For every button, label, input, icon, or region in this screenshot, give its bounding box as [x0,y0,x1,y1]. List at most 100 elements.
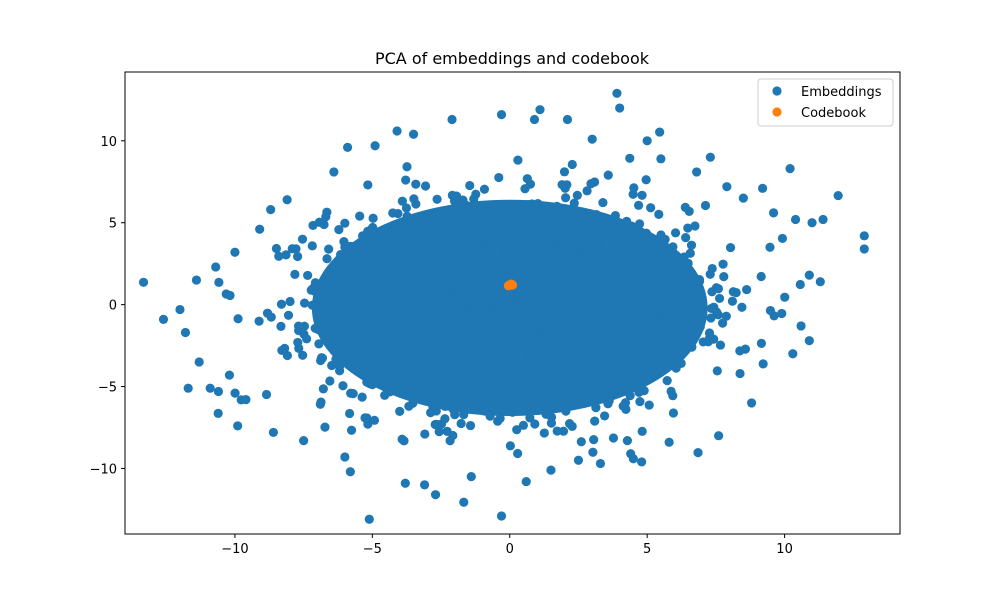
embedding-point [411,288,421,298]
x-axis: −10 −5 0 5 10 [221,534,793,557]
embedding-point [494,344,504,354]
embedding-point [556,256,566,266]
embedding-point [620,349,630,359]
embedding-point [507,356,517,366]
embedding-point [569,198,579,208]
embedding-point [524,254,534,265]
x-tick-label: −5 [363,542,382,557]
embedding-point [230,388,240,398]
embedding-point [518,420,528,430]
embedding-point [522,174,532,184]
embedding-point [714,431,724,441]
embedding-point [481,323,491,334]
embedding-point [465,180,475,191]
embedding-point [514,267,524,277]
embedding-point [381,231,392,241]
embedding-point [722,182,732,192]
chart-title: PCA of embeddings and codebook [375,49,650,68]
embedding-point [669,355,679,365]
embedding-point [499,255,509,266]
embedding-point [646,203,656,213]
embedding-point [626,363,636,373]
embedding-point [478,343,489,353]
embedding-point [321,309,331,319]
embedding-point [549,278,559,288]
embedding-point [347,344,357,354]
embedding-point [756,271,766,282]
embedding-point [554,209,564,219]
embedding-point [653,363,664,373]
embedding-point [183,383,193,393]
legend-marker [772,107,782,117]
embedding-point [419,480,430,490]
embedding-point [608,276,619,286]
embedding-point [241,395,251,405]
embedding-point [364,298,374,308]
embedding-point [498,316,509,327]
embedding-point [706,313,716,323]
embedding-point [452,358,463,368]
embedding-point [408,390,419,400]
embedding-point [795,279,805,290]
embedding-point [421,369,431,379]
embedding-point [395,223,405,233]
embedding-point [597,303,607,313]
embedding-point [685,309,695,320]
embedding-point [765,305,776,316]
embedding-point [430,353,440,363]
embedding-point [402,162,412,172]
embedding-point [705,152,715,162]
embedding-point [788,349,798,359]
embedding-point [421,232,432,242]
embedding-point [628,189,638,199]
embedding-point [508,401,519,412]
embedding-point [567,421,577,431]
embedding-point [416,308,426,319]
embedding-point [481,291,491,301]
embedding-point [408,398,418,408]
embedding-point [700,200,711,211]
embedding-point [448,324,458,334]
embedding-point [587,134,597,144]
embedding-point [596,259,606,269]
embedding-point [676,358,686,369]
embedding-point [372,290,382,300]
embedding-point [372,231,382,241]
embedding-point [487,310,497,321]
embedding-point [532,345,542,355]
embedding-point [471,189,481,199]
embedding-point [449,255,460,265]
embedding-point [180,327,191,338]
embedding-point [492,289,503,299]
embedding-point [632,378,642,388]
embedding-point [447,369,457,379]
embedding-point [576,437,586,447]
embedding-point [365,267,376,277]
embedding-point [641,312,651,323]
embedding-point [427,225,437,236]
embedding-point [593,317,603,327]
embedding-point [347,351,357,361]
embedding-point [487,298,497,308]
x-tick-label: −10 [221,542,248,557]
embedding-point [408,129,419,139]
embedding-point [393,280,403,291]
embedding-point [285,296,295,307]
embedding-point [266,205,276,215]
embedding-point [436,245,446,255]
embedding-point [718,318,728,328]
embedding-point [328,343,338,354]
embedding-point [448,430,458,441]
embedding-point [388,372,398,382]
embedding-point [459,410,469,420]
embedding-point [807,218,817,228]
embedding-point [607,291,617,301]
embedding-point [364,353,375,363]
embedding-point [323,300,334,310]
embedding-point [363,180,373,190]
embedding-point [663,339,673,349]
embedding-point [606,250,616,260]
embedding-point [649,317,659,327]
embedding-point [590,383,601,393]
embedding-point [561,406,571,416]
